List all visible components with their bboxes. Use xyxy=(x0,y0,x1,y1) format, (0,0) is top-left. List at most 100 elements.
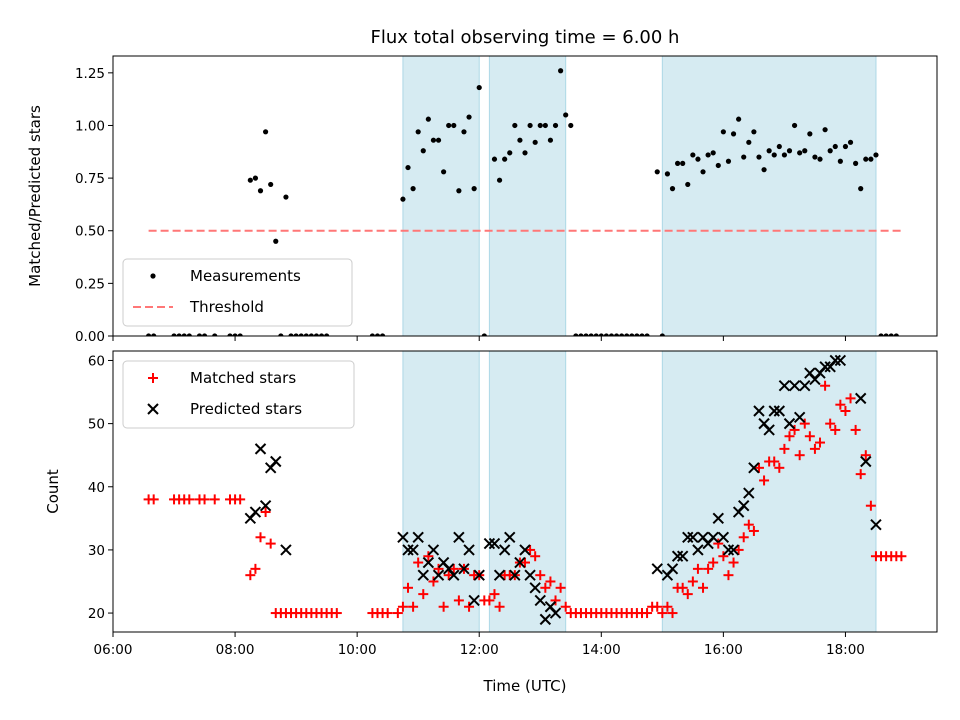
matched-point xyxy=(865,500,876,511)
legend-marker-predicted xyxy=(147,403,159,415)
predicted-point xyxy=(249,506,262,518)
predicted-point xyxy=(870,518,882,531)
matched-point xyxy=(413,557,424,568)
matched-point xyxy=(453,595,464,606)
predicted-point xyxy=(397,531,409,543)
matched-point xyxy=(484,595,495,606)
matched-point xyxy=(728,557,739,568)
measurement-point xyxy=(430,137,437,143)
matched-point xyxy=(464,601,475,612)
matched-point xyxy=(799,418,810,429)
predicted-point xyxy=(453,531,465,543)
matched-point xyxy=(804,431,815,442)
measurement-point xyxy=(171,333,177,336)
matched-point xyxy=(703,563,714,574)
x-tick-label: 12:00 xyxy=(460,642,499,658)
predicted-point xyxy=(651,563,663,575)
legend: Matched stars Predicted stars xyxy=(122,360,355,429)
measurement-point xyxy=(527,122,533,129)
predicted-point xyxy=(488,537,501,550)
measurement-point xyxy=(558,68,564,74)
matched-point xyxy=(448,563,459,574)
measurement-point xyxy=(151,333,157,336)
measurement-point xyxy=(471,186,477,192)
measurement-point xyxy=(268,181,274,188)
matched-point xyxy=(255,532,266,543)
measurement-point xyxy=(588,333,594,336)
measurement-point xyxy=(537,122,543,129)
measurement-point xyxy=(756,154,762,160)
predicted-point xyxy=(468,594,480,607)
measurement-point xyxy=(705,152,711,158)
predicted-point xyxy=(549,607,562,619)
measurement-point xyxy=(797,150,803,156)
measurement-point xyxy=(552,122,559,129)
measurement-point xyxy=(680,160,686,166)
measurement-point xyxy=(685,181,691,188)
y-tick-label: 60 xyxy=(88,353,105,369)
matched-point xyxy=(682,589,693,600)
measurement-point xyxy=(741,154,747,160)
measurement-point xyxy=(674,160,681,166)
measurement-point xyxy=(639,333,645,336)
matched-point xyxy=(423,551,434,562)
measurement-point xyxy=(369,333,376,336)
legend-label: Measurements xyxy=(190,267,301,285)
predicted-point xyxy=(738,500,750,512)
measurement-point xyxy=(237,333,243,336)
matched-point xyxy=(815,437,826,448)
x-tick-label: 18:00 xyxy=(826,642,865,658)
predicted-point xyxy=(717,531,730,543)
measurement-point xyxy=(842,143,849,150)
shaded-interval xyxy=(402,55,480,337)
measurement-point xyxy=(563,112,569,118)
matched-point xyxy=(408,601,419,612)
predicted-point xyxy=(463,544,475,556)
measurement-point xyxy=(888,333,894,336)
matched-point xyxy=(525,544,536,555)
predicted-point xyxy=(514,556,526,569)
measurement-point xyxy=(517,137,523,143)
matched-point xyxy=(535,570,546,581)
measurement-point xyxy=(522,150,528,156)
matched-point xyxy=(250,563,261,574)
measurement-point xyxy=(502,156,508,162)
predicted-point xyxy=(448,569,460,581)
measurement-point xyxy=(176,333,182,336)
shaded-interval xyxy=(488,350,567,633)
predicted-point xyxy=(788,380,801,392)
measurement-point xyxy=(283,194,289,200)
measurement-point xyxy=(817,156,823,162)
measurement-point xyxy=(634,333,640,336)
matched-point xyxy=(830,424,841,435)
measurement-point xyxy=(293,333,299,336)
predicted-point xyxy=(498,544,511,556)
predicted-point xyxy=(524,569,536,581)
legend-label: Matched stars xyxy=(190,369,296,387)
predicted-point xyxy=(783,417,796,430)
predicted-point xyxy=(793,411,806,424)
matched-point xyxy=(184,494,195,505)
matched-point xyxy=(520,557,530,568)
measurement-point xyxy=(466,114,472,120)
shaded-interval xyxy=(488,55,567,337)
matched-point xyxy=(235,494,246,505)
matched-point xyxy=(540,582,551,593)
predicted-point xyxy=(504,531,516,543)
measurement-point xyxy=(313,333,320,336)
measurement-point xyxy=(481,333,487,336)
matched-point xyxy=(530,551,541,562)
measurement-point xyxy=(873,152,879,158)
predicted-point xyxy=(743,487,755,499)
predicted-point xyxy=(259,500,272,512)
predicted-point xyxy=(722,544,735,556)
measurement-point xyxy=(451,122,457,129)
predicted-point xyxy=(676,550,689,562)
matched-point xyxy=(692,563,703,574)
predicted-point xyxy=(819,361,831,373)
y-tick-label: 0.00 xyxy=(75,329,105,345)
matched-point xyxy=(896,551,907,562)
shaded-interval xyxy=(661,350,877,633)
y-axis-label: Count xyxy=(44,469,62,514)
